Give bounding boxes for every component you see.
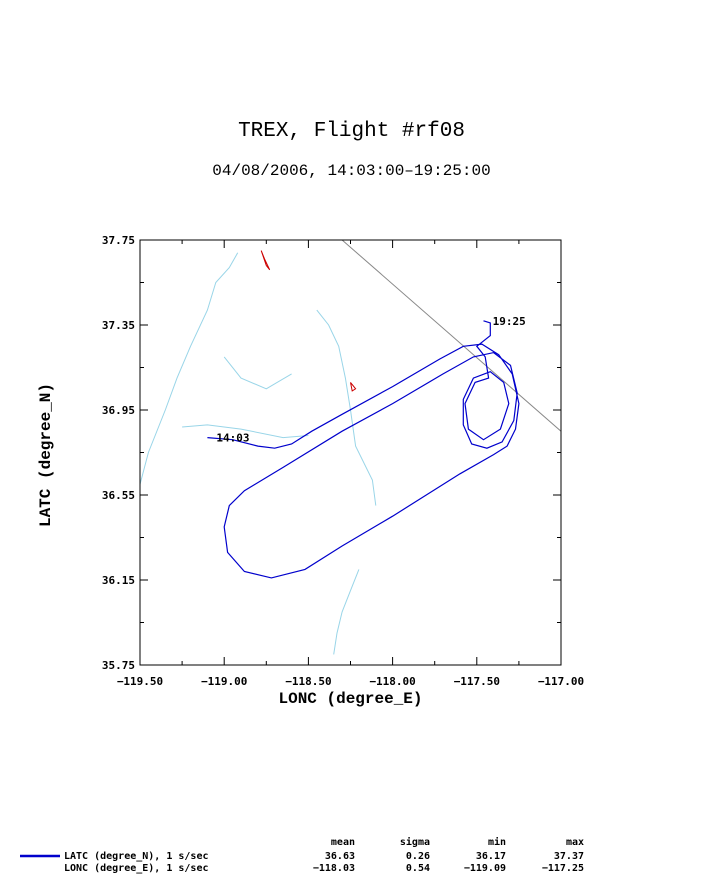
y-tick-label: 35.75 [102, 659, 135, 672]
stats-row-label: LONC (degree_E), 1 s/sec [64, 863, 209, 874]
map-river-line [182, 424, 309, 439]
stats-row-max: −117.25 [541, 863, 584, 874]
map-lake-line [350, 382, 357, 392]
stats-row-sigma: 0.26 [405, 851, 430, 862]
stats-header-min: min [487, 837, 506, 848]
y-tick-label: 37.35 [102, 319, 135, 332]
map-river-line [139, 252, 239, 485]
x-tick-label: −117.50 [454, 675, 500, 688]
chart-subtitle: 04/08/2006, 14:03:00–19:25:00 [212, 162, 491, 180]
chart-title: TREX, Flight #rf08 [238, 120, 465, 143]
stats-row-min: −119.09 [463, 863, 506, 874]
x-tick-label: −118.00 [369, 675, 415, 688]
x-tick-label: −119.00 [201, 675, 247, 688]
map-road-line [341, 239, 562, 432]
stats-header-sigma: sigma [399, 837, 430, 848]
x-tick-label: −119.50 [117, 675, 163, 688]
stats-row-min: 36.17 [475, 851, 506, 862]
map-river-line [333, 569, 360, 655]
y-tick-label: 36.95 [102, 404, 135, 417]
stats-row-label: LATC (degree_N), 1 s/sec [64, 851, 209, 862]
y-tick-label: 36.55 [102, 489, 135, 502]
map-background-layer [139, 239, 562, 655]
stats-row-max: 37.37 [553, 851, 584, 862]
map-river-line [223, 356, 292, 390]
stats-row-mean: 36.63 [324, 851, 355, 862]
time-annotation: 19:25 [493, 315, 526, 328]
tick-layer: −119.50 −119.00 −118.50 −118.00 −117.50 −117.… [102, 234, 584, 688]
stats-row-sigma: 0.54 [405, 863, 430, 874]
stats-row-mean: −118.03 [312, 863, 355, 874]
map-river-line [316, 309, 377, 506]
y-tick-label: 36.15 [102, 574, 135, 587]
annotation-layer: 14:03 19:25 [216, 315, 525, 445]
x-axis-label: LONC (degree_E) [278, 690, 423, 708]
flight-track-layer [207, 320, 520, 579]
stats-header-mean: mean [330, 837, 355, 848]
map-lake-line [260, 250, 271, 271]
stats-header-max: max [565, 837, 584, 848]
y-tick-label: 37.75 [102, 234, 135, 247]
series-line [207, 320, 520, 579]
time-annotation: 14:03 [216, 432, 249, 445]
x-tick-label: −118.50 [285, 675, 331, 688]
x-tick-label: −117.00 [538, 675, 584, 688]
